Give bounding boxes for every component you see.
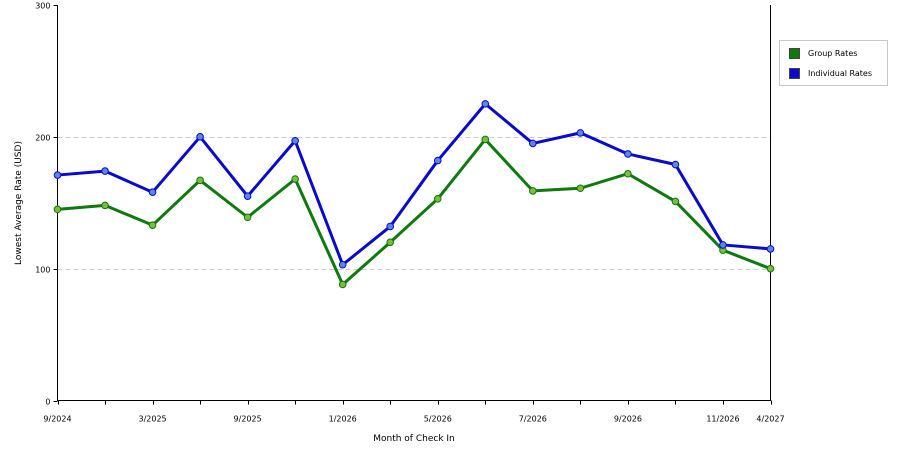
data-point-individual-rates xyxy=(433,156,442,165)
data-point-individual-rates xyxy=(671,160,680,169)
axis-layer xyxy=(57,5,771,401)
legend-item-individual-rates: Individual Rates xyxy=(789,68,872,79)
x-tick-label: 1/2026 xyxy=(329,415,357,424)
x-tick-label: 9/2024 xyxy=(43,415,71,424)
data-point-individual-rates xyxy=(576,129,585,137)
data-point-individual-rates xyxy=(766,245,775,253)
data-point-group-rates xyxy=(291,175,299,183)
data-point-group-rates xyxy=(766,264,775,273)
legend-label-group-rates: Group Rates xyxy=(808,49,858,58)
y-tick-label: 0 xyxy=(45,398,50,407)
legend-item-group-rates: Group Rates xyxy=(789,48,857,59)
y-tick-label: 300 xyxy=(35,2,50,11)
tick-layer: 0 100 200 300 9/2024 3/2025 9/2025 1/2026 5/2026… xyxy=(35,2,784,424)
x-tick-label: 11/2026 xyxy=(706,415,739,424)
legend-swatch-individual-rates xyxy=(789,68,800,79)
legend-swatch-group-rates xyxy=(789,48,800,59)
data-point-group-rates xyxy=(433,194,442,203)
data-point-group-rates xyxy=(243,213,252,222)
data-point-individual-rates xyxy=(529,139,537,148)
data-point-individual-rates xyxy=(481,100,490,108)
data-point-group-rates xyxy=(386,238,395,247)
x-tick-label: 5/2026 xyxy=(424,415,452,424)
data-point-individual-rates xyxy=(243,192,252,200)
series-layer xyxy=(53,100,775,289)
data-point-group-rates xyxy=(148,221,157,229)
data-point-individual-rates xyxy=(291,136,299,145)
data-point-group-rates xyxy=(624,169,632,178)
data-point-group-rates xyxy=(338,280,347,289)
data-point-individual-rates xyxy=(386,222,395,231)
data-point-individual-rates xyxy=(624,150,632,158)
data-point-individual-rates xyxy=(196,133,204,141)
x-tick-label: 3/2025 xyxy=(138,415,166,424)
legend-label-individual-rates: Individual Rates xyxy=(808,69,873,78)
data-point-individual-rates xyxy=(148,188,157,197)
y-axis-title: Lowest Average Rate (USD) xyxy=(14,141,24,265)
grid-layer xyxy=(57,137,771,270)
series-line-individual-rates xyxy=(56,102,772,267)
x-tick-label: 7/2026 xyxy=(519,415,547,424)
data-point-individual-rates xyxy=(338,260,347,269)
data-point-group-rates xyxy=(196,176,204,185)
data-point-group-rates xyxy=(53,205,62,214)
y-tick-label: 100 xyxy=(35,266,50,275)
data-point-group-rates xyxy=(529,187,537,195)
x-tick-label: 4/2027 xyxy=(756,415,784,424)
legend: Group Rates Individual Rates xyxy=(779,40,888,86)
data-point-group-rates xyxy=(481,135,490,144)
data-point-individual-rates xyxy=(53,171,62,179)
series-line-group-rates xyxy=(56,137,772,286)
data-point-individual-rates xyxy=(101,167,109,175)
data-point-individual-rates xyxy=(719,241,727,249)
data-point-group-rates xyxy=(576,184,585,193)
x-tick-label: 9/2025 xyxy=(234,415,262,424)
data-point-group-rates xyxy=(101,201,109,210)
x-axis-title: Month of Check In xyxy=(373,434,455,444)
data-point-group-rates xyxy=(671,197,680,206)
x-tick-label: 9/2026 xyxy=(614,415,642,424)
y-tick-label: 200 xyxy=(35,134,50,143)
